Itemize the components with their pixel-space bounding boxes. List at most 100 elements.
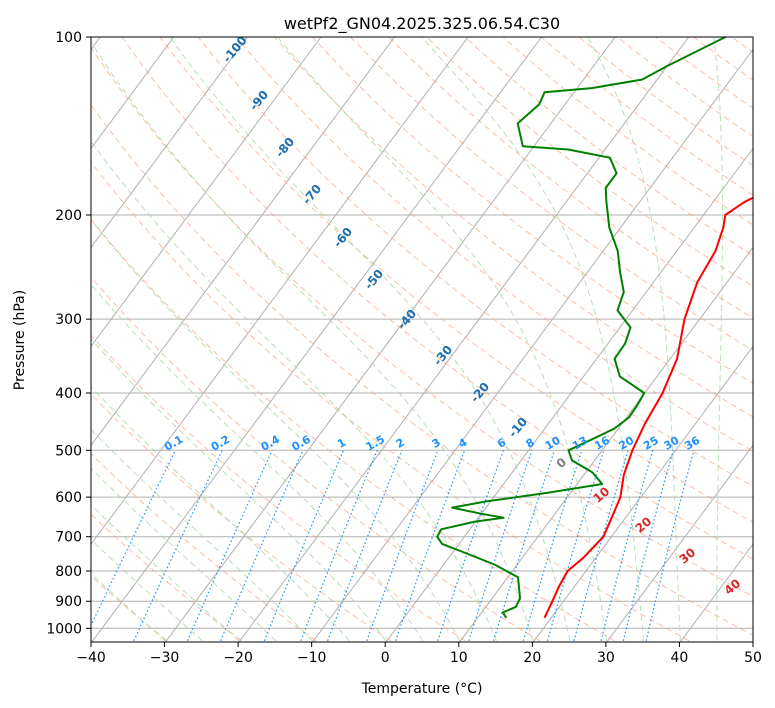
dry-adiabat-line — [91, 161, 690, 642]
y-tick-label: 700 — [55, 530, 82, 546]
moist-adiabat-label: 30 — [677, 545, 699, 566]
mixing-ratio-line — [263, 450, 344, 642]
mixing-ratio-line — [91, 450, 176, 627]
moist-adiabat-line — [586, 37, 681, 641]
mixing-ratio-line — [437, 450, 504, 641]
dry-adiabat-line — [540, 37, 753, 196]
moist-adiabat-line — [91, 428, 313, 642]
mixing-ratio-line — [366, 450, 439, 642]
x-tick-label: 50 — [744, 650, 762, 666]
isotherm-line — [91, 37, 469, 546]
isotherm-line — [165, 37, 616, 642]
profile-layer — [436, 37, 753, 619]
x-tick-label: −10 — [297, 650, 327, 666]
isotherm-line — [312, 48, 753, 642]
moist-adiabat-line — [91, 41, 534, 641]
dry-adiabat-line — [91, 46, 753, 598]
mixing-ratio-line — [546, 450, 605, 641]
dry-adiabat-line — [578, 37, 753, 167]
dry-adiabat-line — [312, 37, 753, 384]
mixing-ratio-line — [600, 450, 654, 641]
dry-adiabat-line — [655, 37, 753, 109]
mixing-ratio-line — [395, 450, 466, 641]
y-tick-label: 1000 — [46, 621, 82, 637]
dry-adiabat-line — [121, 37, 753, 560]
moist-adiabat-line — [91, 504, 240, 642]
y-axis-label: Pressure (hPa) — [12, 290, 28, 390]
y-tick-label: 300 — [55, 312, 82, 328]
mixing-ratio-line — [300, 450, 378, 642]
mixing-ratio-line — [492, 450, 556, 641]
mixing-ratio-label: 8 — [524, 436, 537, 451]
dry-adiabat-label: -50 — [362, 267, 387, 293]
isotherm-line — [91, 37, 543, 642]
y-tick-label: 200 — [55, 208, 82, 224]
moist-adiabat-label: 40 — [722, 576, 744, 597]
moist-adiabat-line — [91, 385, 350, 642]
dewpoint-profile-line — [436, 37, 726, 619]
dry-adiabat-line — [502, 37, 753, 226]
moist-adiabat-label: 0 — [554, 455, 569, 471]
mixing-ratio-line — [573, 450, 629, 641]
grid-layer — [91, 37, 775, 642]
dry-adiabat-line — [91, 276, 541, 642]
isotherm-line — [91, 37, 248, 249]
isotherm-line — [238, 37, 690, 642]
moist-adiabat-line — [169, 37, 571, 641]
dry-adiabat-line — [693, 37, 753, 81]
y-tick-label: 400 — [55, 386, 82, 402]
mixing-ratio-line — [522, 450, 583, 641]
isotherm-line — [754, 37, 775, 642]
mixing-ratio-line — [622, 450, 674, 641]
moist-adiabat-line — [91, 539, 203, 642]
moist-adiabat-line — [420, 37, 644, 641]
x-tick-label: −40 — [76, 650, 106, 666]
moist-adiabat-label: 10 — [591, 484, 613, 505]
moist-adiabat-line — [91, 338, 387, 642]
y-tick-label: 800 — [55, 564, 82, 580]
y-tick-label: 500 — [55, 443, 82, 459]
plot-frame — [90, 36, 754, 643]
mixing-ratio-line — [468, 450, 533, 641]
x-axis-label: Temperature (°C) — [361, 681, 483, 697]
x-tick-label: −20 — [223, 650, 253, 666]
dry-adiabat-line — [274, 37, 753, 418]
x-tick-label: −30 — [150, 650, 180, 666]
dry-adiabat-label: -80 — [273, 135, 298, 161]
mixing-ratio-line — [220, 450, 304, 642]
isotherm-line — [459, 246, 753, 642]
annotation-layer: 0.1 0.2 0.4 0.6 1 1.5 2 3 4 6 8 10 13 16 20 25 30 36-100-… — [162, 33, 744, 598]
mixing-ratio-label: 2 — [394, 436, 407, 451]
moist-adiabat-line — [91, 219, 461, 642]
dry-adiabat-line — [426, 37, 753, 288]
isotherm-line — [532, 345, 753, 642]
isotherm-line — [91, 37, 175, 150]
x-tick-label: 20 — [523, 650, 541, 666]
dry-adiabat-label: -70 — [300, 182, 325, 208]
mixing-ratio-label: 1 — [335, 436, 348, 451]
moist-adiabat-line — [713, 37, 723, 641]
mixing-ratio-label: 4 — [456, 436, 469, 451]
x-tick-label: 10 — [450, 650, 468, 666]
moist-adiabat-line — [277, 37, 608, 641]
y-tick-label: 900 — [55, 594, 82, 610]
dry-adiabat-line — [91, 513, 242, 642]
dry-adiabat-line — [197, 37, 753, 487]
dry-adiabat-line — [464, 37, 753, 257]
dry-adiabat-line — [91, 218, 615, 642]
dry-adiabat-label: -100 — [220, 33, 250, 65]
dry-adiabat-label: -30 — [431, 343, 456, 369]
mixing-ratio-label: 6 — [495, 436, 508, 451]
dry-adiabat-line — [91, 104, 753, 636]
dry-adiabat-line — [91, 452, 317, 642]
mixing-ratio-line — [645, 450, 695, 641]
x-tick-label: 30 — [597, 650, 615, 666]
dry-adiabat-line — [159, 37, 753, 523]
isotherm-line — [606, 444, 753, 642]
dry-adiabat-line — [91, 334, 466, 642]
moist-adiabat-line — [91, 283, 424, 642]
dry-adiabat-label: -10 — [506, 415, 531, 441]
dry-adiabat-line — [616, 37, 753, 138]
isotherm-line — [91, 37, 322, 348]
